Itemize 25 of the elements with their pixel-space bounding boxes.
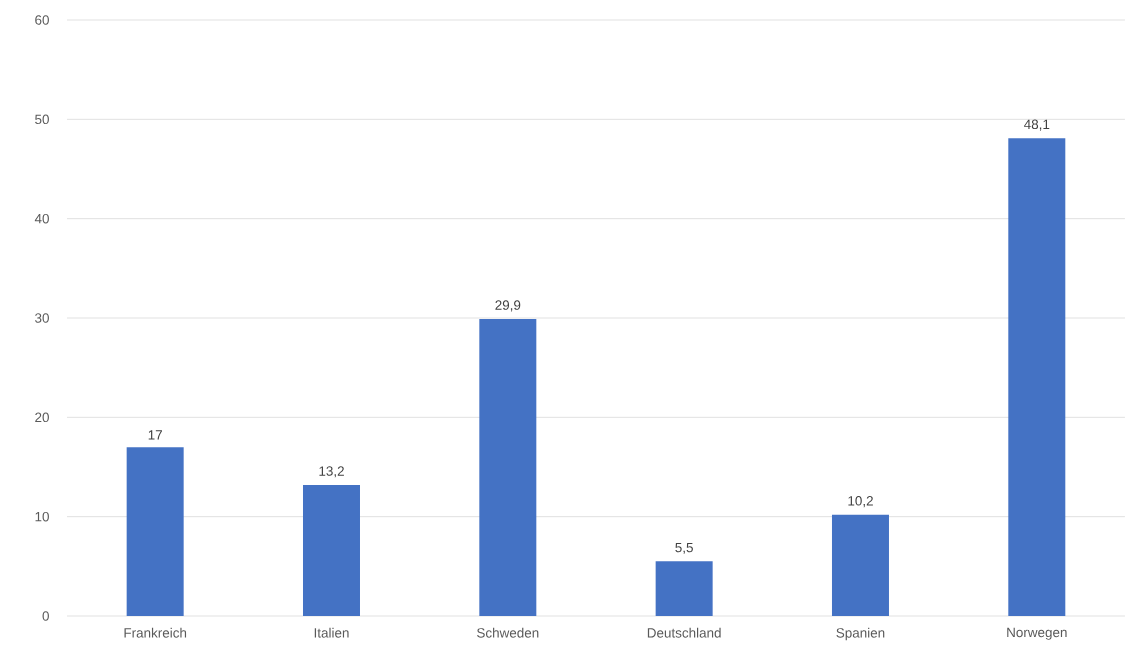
y-tick-label: 0	[42, 611, 49, 621]
y-tick-label: 50	[35, 114, 49, 125]
data-label: 17	[148, 430, 162, 440]
x-tick-label: Frankreich	[124, 627, 187, 638]
data-label: 13,2	[319, 466, 344, 478]
x-tick-label: Spanien	[836, 627, 885, 641]
bar	[655, 561, 713, 616]
y-tick-label: 30	[35, 313, 49, 323]
y-tick-label: 60	[35, 15, 49, 25]
x-tick-label: Schweden	[477, 627, 539, 638]
bar	[1008, 138, 1066, 616]
bar	[479, 318, 537, 616]
y-tick-label: 40	[34, 213, 49, 224]
x-tick-label: Italien	[314, 627, 349, 638]
data-label: 48,1	[1024, 119, 1050, 131]
bar	[126, 447, 184, 616]
bar	[302, 484, 360, 616]
data-label: 10,2	[848, 496, 873, 508]
data-label: 29,9	[495, 300, 521, 312]
x-tick-label: Norwegen	[1007, 627, 1067, 640]
y-tick-label: 10	[35, 511, 49, 522]
y-tick-label: 20	[35, 412, 49, 423]
bar	[831, 514, 889, 616]
x-tick-label: Deutschland	[647, 627, 721, 638]
data-label: 5,5	[675, 542, 693, 554]
